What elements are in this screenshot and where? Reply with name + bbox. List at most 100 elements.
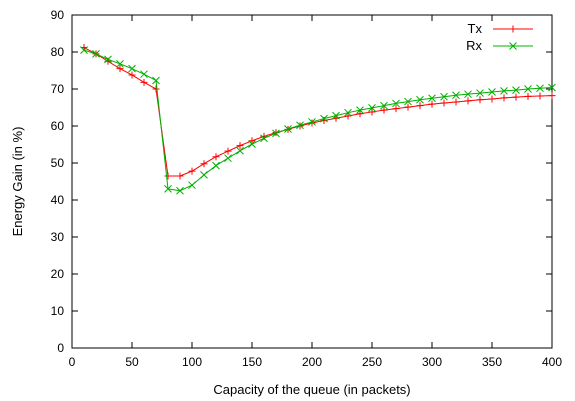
data-point-tx — [404, 103, 412, 111]
data-point-rx — [524, 85, 532, 93]
x-tick-label: 400 — [542, 355, 562, 369]
data-point-tx — [380, 106, 388, 114]
data-point-rx — [536, 84, 544, 93]
data-point-rx — [284, 125, 292, 133]
data-point-tx — [440, 99, 448, 107]
data-point-tx — [536, 92, 544, 100]
x-tick-label: 150 — [242, 355, 262, 369]
data-point-rx — [488, 88, 496, 96]
series-rx — [80, 46, 556, 195]
data-point-tx — [476, 96, 484, 104]
y-tick-label: 0 — [57, 341, 64, 355]
data-point-tx — [500, 94, 508, 102]
data-point-tx — [140, 78, 148, 86]
data-point-tx — [452, 98, 460, 106]
data-point-rx — [308, 118, 316, 126]
data-point-rx — [236, 146, 244, 155]
legend-label-rx: Rx — [466, 38, 482, 53]
data-point-tx — [128, 71, 136, 79]
data-point-tx — [392, 105, 400, 113]
data-point-rx — [500, 86, 508, 95]
data-point-rx — [416, 95, 424, 104]
data-point-rx — [164, 185, 172, 193]
x-tick-label: 350 — [482, 355, 502, 369]
data-point-rx — [428, 94, 436, 103]
x-tick-label: 300 — [422, 355, 442, 369]
data-point-rx — [404, 97, 412, 106]
y-tick-label: 90 — [51, 8, 65, 22]
legend-label-tx: Tx — [468, 21, 483, 36]
series — [80, 44, 556, 195]
data-point-rx — [176, 186, 184, 195]
data-point-rx — [116, 59, 124, 68]
data-point-tx — [164, 172, 172, 180]
legend: Tx Rx — [466, 21, 533, 53]
data-point-tx — [236, 142, 244, 150]
series-line-rx — [83, 49, 553, 192]
data-point-tx — [368, 108, 376, 116]
plot-frame — [71, 14, 553, 349]
data-point-rx — [392, 99, 400, 108]
data-point-rx — [260, 134, 268, 143]
data-point-rx — [224, 154, 232, 163]
data-point-tx — [200, 160, 208, 168]
y-tick-label: 20 — [51, 267, 65, 281]
data-point-rx — [380, 101, 388, 110]
x-tick-label: 200 — [302, 355, 322, 369]
data-point-rx — [440, 92, 448, 101]
data-point-tx — [176, 172, 184, 180]
series-tx — [80, 44, 556, 180]
data-point-tx — [152, 85, 160, 93]
data-point-rx — [320, 114, 328, 123]
data-point-tx — [212, 153, 220, 161]
y-tick-label: 70 — [51, 82, 65, 96]
data-point-rx — [92, 49, 100, 58]
data-point-rx — [356, 106, 364, 114]
data-point-tx — [356, 110, 364, 118]
data-point-tx — [248, 137, 256, 145]
y-tick-label: 60 — [51, 119, 65, 133]
data-point-tx — [548, 92, 556, 100]
data-point-rx — [476, 89, 484, 97]
x-tick-label: 250 — [362, 355, 382, 369]
data-point-rx — [548, 83, 556, 92]
legend-marker-tx — [509, 25, 517, 33]
data-point-rx — [464, 90, 472, 99]
data-point-tx — [464, 97, 472, 105]
data-point-tx — [188, 167, 196, 175]
y-tick-label: 10 — [51, 304, 65, 318]
data-point-rx — [512, 86, 520, 94]
legend-marker-rx — [509, 42, 517, 50]
y-axis-label: Energy Gain (in %) — [10, 127, 25, 237]
data-point-tx — [428, 100, 436, 108]
data-point-rx — [272, 129, 280, 138]
y-tick-label: 50 — [51, 156, 65, 170]
x-tick-label: 0 — [69, 355, 76, 369]
data-point-rx — [368, 104, 376, 112]
data-point-tx — [524, 92, 532, 100]
data-point-rx — [104, 55, 112, 64]
data-point-tx — [344, 112, 352, 120]
data-point-tx — [116, 65, 124, 73]
y-tick-label: 30 — [51, 230, 65, 244]
x-tick-label: 100 — [182, 355, 202, 369]
data-point-rx — [188, 181, 196, 190]
data-point-rx — [248, 140, 256, 148]
y-tick-label: 40 — [51, 193, 65, 207]
data-point-rx — [200, 170, 208, 179]
data-point-rx — [80, 46, 88, 55]
data-point-rx — [128, 64, 136, 73]
x-tick-label: 50 — [125, 355, 139, 369]
data-point-rx — [140, 70, 148, 79]
x-axis-label: Capacity of the queue (in packets) — [213, 382, 410, 397]
data-point-tx — [512, 93, 520, 101]
data-point-rx — [344, 108, 352, 117]
data-point-tx — [488, 95, 496, 103]
data-point-rx — [296, 121, 304, 130]
data-point-rx — [212, 161, 220, 170]
data-point-rx — [152, 76, 160, 85]
data-point-rx — [332, 111, 340, 120]
data-point-tx — [224, 147, 232, 155]
